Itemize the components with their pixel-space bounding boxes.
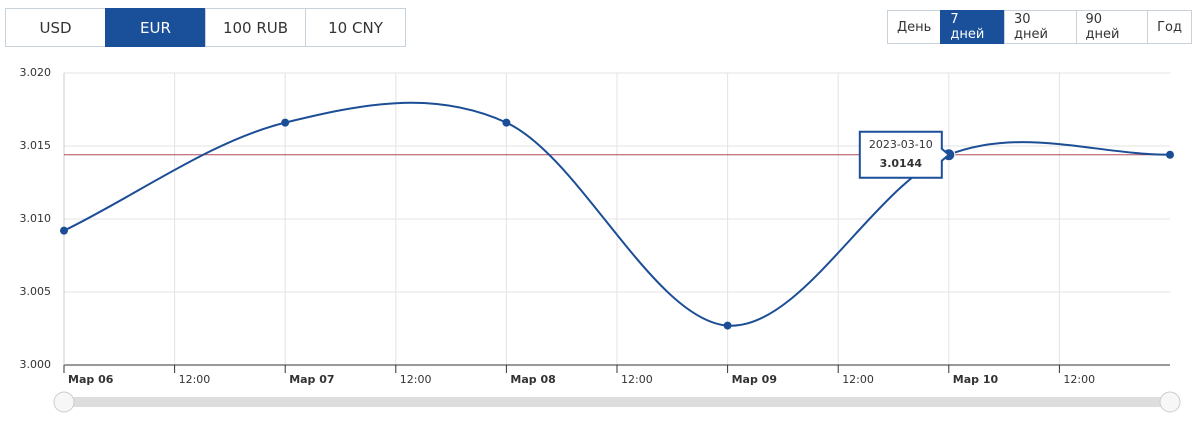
- tab[interactable]: Год: [1147, 10, 1192, 44]
- x-tick-label: Мар 06: [68, 373, 114, 386]
- x-tick-label: 12:00: [1063, 373, 1095, 386]
- tab[interactable]: 7 дней: [940, 10, 1005, 44]
- y-tick-label: 3.010: [20, 212, 52, 225]
- tab[interactable]: 10 CNY: [305, 8, 406, 47]
- tooltip: 2023-03-10 3.0144: [858, 130, 951, 179]
- series-line: [63, 101, 1171, 327]
- tab[interactable]: 30 дней: [1003, 10, 1077, 44]
- x-tick-label: Мар 10: [953, 373, 999, 386]
- tab[interactable]: 100 RUB: [205, 8, 306, 47]
- tooltip-box: [858, 130, 951, 179]
- tooltip-value: 3.0144: [880, 157, 923, 170]
- currency-tabs: USD EUR 100 RUB 10 CNY: [5, 8, 406, 47]
- scrollbar[interactable]: [64, 397, 1170, 407]
- point[interactable]: [723, 321, 732, 330]
- point[interactable]: [502, 118, 511, 127]
- tab[interactable]: EUR: [105, 8, 206, 47]
- y-tick-label: 3.000: [20, 358, 52, 371]
- x-tick-label: 12:00: [621, 373, 653, 386]
- tooltip-date: 2023-03-10: [869, 138, 933, 151]
- tab[interactable]: USD: [5, 8, 106, 47]
- point[interactable]: [60, 226, 68, 235]
- point[interactable]: [281, 118, 290, 127]
- tab[interactable]: День: [887, 10, 942, 44]
- x-tick-label: Мар 07: [289, 373, 334, 386]
- x-tick-label: 12:00: [400, 373, 432, 386]
- x-tick-label: Мар 09: [732, 373, 777, 386]
- period-tabs: День 7 дней 30 дней 90 дней Год: [887, 10, 1192, 44]
- scroll-handle[interactable]: [1159, 391, 1181, 413]
- scroll-handle[interactable]: [53, 391, 75, 413]
- point[interactable]: [1166, 150, 1174, 159]
- x-tick-label: Мар 08: [510, 373, 555, 386]
- y-tick-label: 3.020: [20, 66, 52, 79]
- y-tick-label: 3.005: [20, 285, 52, 298]
- x-tick-label: 12:00: [842, 373, 874, 386]
- tab[interactable]: 90 дней: [1075, 10, 1149, 44]
- y-tick-label: 3.015: [20, 139, 52, 152]
- x-tick-label: 12:00: [179, 373, 211, 386]
